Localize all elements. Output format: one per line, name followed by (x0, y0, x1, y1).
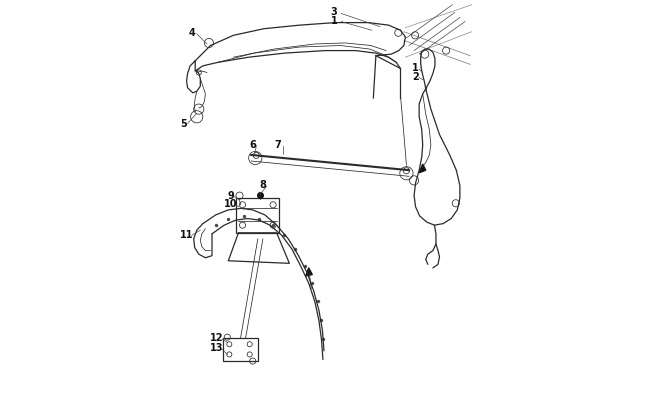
Text: 9: 9 (227, 190, 234, 200)
Polygon shape (306, 268, 312, 276)
Bar (236, 199, 280, 233)
Text: 6: 6 (250, 139, 256, 149)
Text: 5: 5 (180, 119, 187, 129)
Text: 2: 2 (412, 72, 419, 82)
Text: 11: 11 (180, 229, 193, 239)
Text: 8: 8 (259, 180, 266, 190)
Polygon shape (419, 165, 426, 173)
Text: 4: 4 (188, 28, 195, 38)
Text: 13: 13 (211, 343, 224, 352)
Bar (223, 338, 258, 361)
Text: 3: 3 (331, 7, 337, 17)
Text: 12: 12 (211, 333, 224, 342)
Text: 10: 10 (224, 199, 238, 209)
Text: 1: 1 (412, 63, 419, 73)
Text: 7: 7 (275, 139, 281, 149)
Text: 1: 1 (331, 16, 337, 26)
